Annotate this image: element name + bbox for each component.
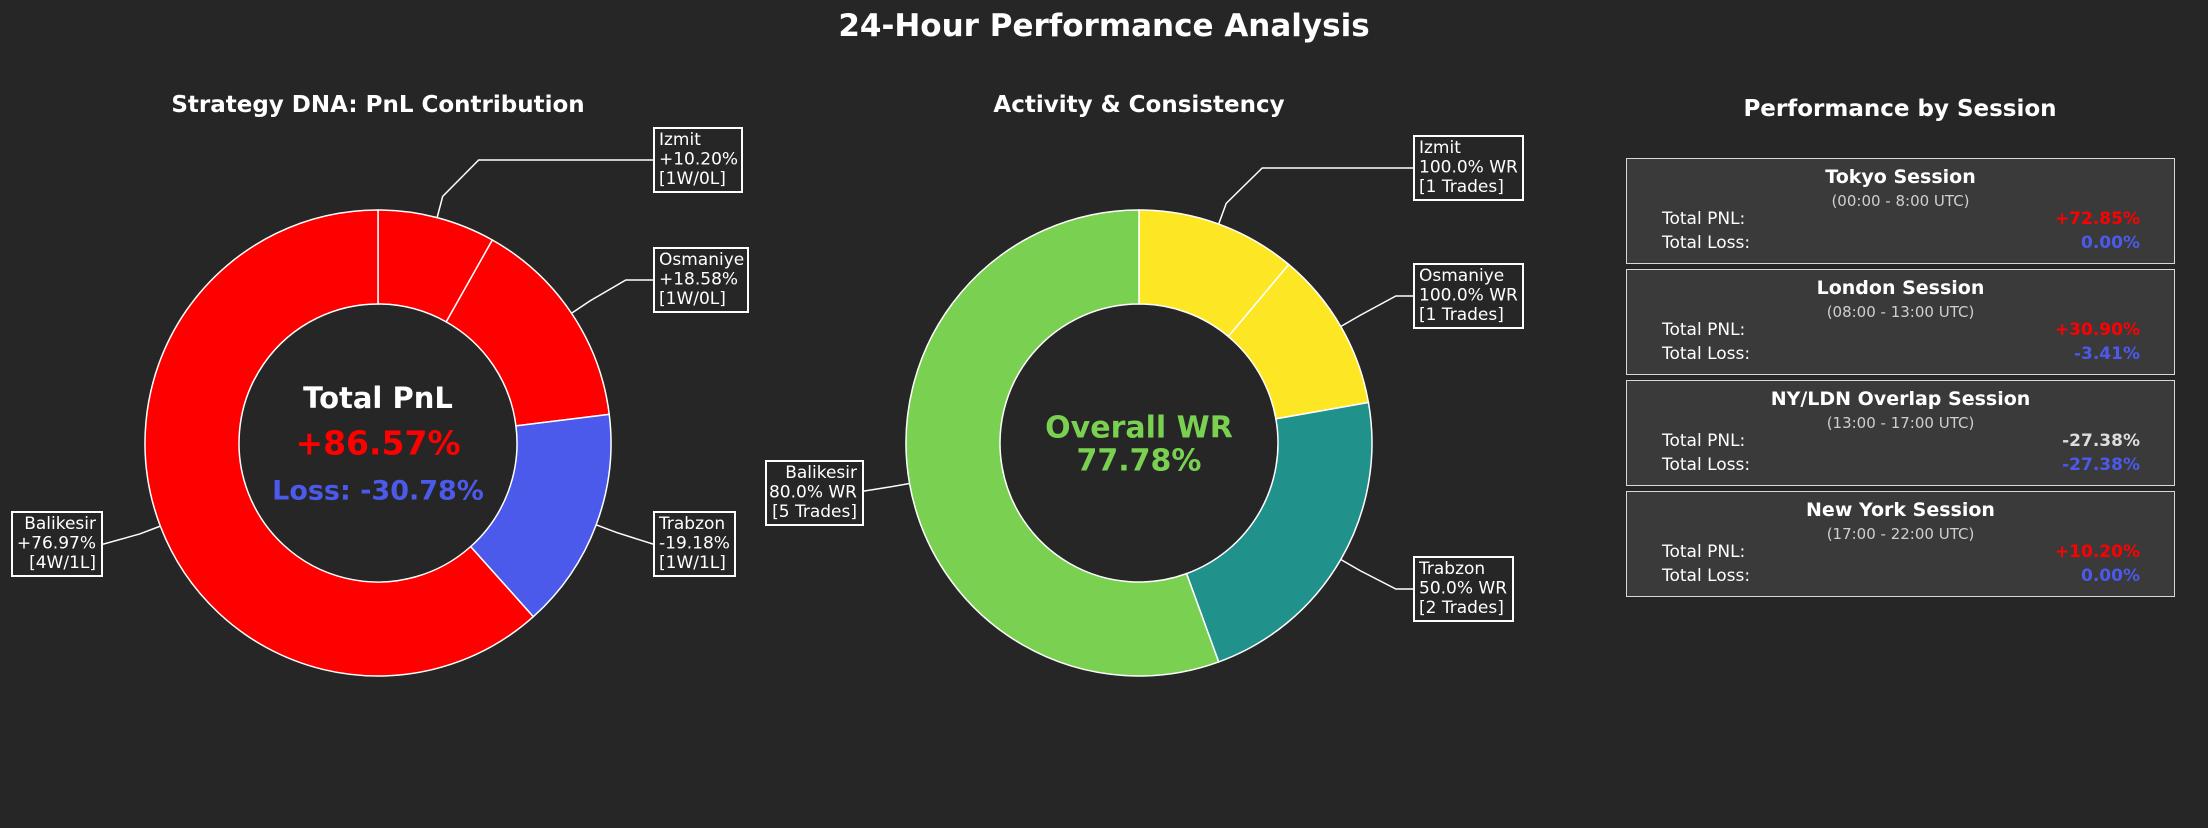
- sessions-panel: Tokyo Session (00:00 - 8:00 UTC) Total P…: [1626, 158, 2175, 602]
- leader-line-osmaniye: [571, 279, 654, 314]
- pnl-chart-title: Strategy DNA: PnL Contribution: [171, 92, 585, 118]
- label-box-izmit: [1413, 135, 1524, 201]
- session-card: NY/LDN Overlap Session (13:00 - 17:00 UT…: [1626, 380, 2175, 486]
- pnl-label: Total PNL:: [1662, 431, 1746, 451]
- leader-line-balikesir: [102, 525, 161, 545]
- page-title: 24-Hour Performance Analysis: [838, 8, 1370, 44]
- slice-balikesir: [144, 209, 535, 677]
- pnl-value: +72.85%: [2054, 209, 2140, 229]
- session-hours: (08:00 - 13:00 UTC): [1826, 303, 1975, 321]
- slice-label-line: Balikesir: [785, 463, 857, 483]
- pnl-value: -27.38%: [2062, 431, 2140, 451]
- slice-label-line: Balikesir: [24, 514, 96, 534]
- leader-line-trabzon: [595, 524, 654, 545]
- loss-value: -27.38%: [2062, 455, 2140, 475]
- label-box-osmaniye: [653, 247, 749, 313]
- slice-label-line: +10.20%: [659, 150, 738, 170]
- slice-label-line: Osmaniye: [1419, 266, 1504, 286]
- slice-label-line: Osmaniye: [659, 250, 744, 270]
- session-card: Tokyo Session (00:00 - 8:00 UTC) Total P…: [1626, 158, 2175, 264]
- session-hours: (13:00 - 17:00 UTC): [1826, 414, 1975, 432]
- slice-trabzon: [1185, 401, 1373, 663]
- slice-label-line: [1 Trades]: [1419, 305, 1504, 325]
- session-card: New York Session (17:00 - 22:00 UTC) Tot…: [1626, 491, 2175, 597]
- loss-value: 0.00%: [2081, 233, 2140, 253]
- center-value: 77.78%: [1077, 444, 1202, 479]
- slice-balikesir: [905, 209, 1220, 677]
- slice-label-line: Trabzon: [1418, 559, 1485, 579]
- center-heading: Total PnL: [303, 381, 453, 415]
- loss-label: Total Loss:: [1662, 455, 1751, 475]
- session-name: London Session: [1816, 277, 1985, 299]
- label-box-osmaniye: [1413, 263, 1524, 329]
- session-name: New York Session: [1806, 499, 1995, 521]
- leader-line-osmaniye: [1340, 295, 1414, 328]
- slice-label-line: [5 Trades]: [772, 502, 857, 522]
- leader-line-izmit: [1217, 167, 1414, 225]
- slice-label-line: Izmit: [659, 130, 701, 150]
- pnl-donut-chart: Izmit+10.20%[1W/0L]Osmaniye+18.58%[1W/0L…: [11, 127, 749, 677]
- slice-label-line: 100.0% WR: [1419, 286, 1518, 306]
- label-box-trabzon: [653, 511, 736, 577]
- label-box-balikesir: [11, 511, 103, 577]
- slice-label-line: +18.58%: [659, 270, 738, 290]
- loss-value: 0.00%: [2081, 566, 2140, 586]
- slice-label-line: [1W/0L]: [659, 169, 726, 189]
- pnl-label: Total PNL:: [1662, 542, 1746, 562]
- sessions-panel-title: Performance by Session: [1743, 96, 2057, 122]
- session-name: NY/LDN Overlap Session: [1770, 388, 2031, 410]
- pnl-value: +30.90%: [2054, 320, 2140, 340]
- leader-line-izmit: [436, 159, 654, 218]
- slice-label-line: [4W/1L]: [29, 553, 96, 573]
- wr-chart-title: Activity & Consistency: [993, 92, 1285, 118]
- pnl-label: Total PNL:: [1662, 320, 1746, 340]
- slice-label-line: 80.0% WR: [769, 483, 857, 503]
- session-name: Tokyo Session: [1825, 166, 1976, 188]
- slice-label-line: -19.18%: [659, 534, 730, 554]
- center-heading: Overall WR: [1045, 411, 1233, 446]
- loss-label: Total Loss:: [1662, 566, 1751, 586]
- slice-label-line: 100.0% WR: [1419, 158, 1518, 178]
- slice-label-line: 50.0% WR: [1419, 579, 1507, 599]
- slice-label-line: [2 Trades]: [1419, 598, 1504, 618]
- loss-label: Total Loss:: [1662, 233, 1751, 253]
- label-box-balikesir: [765, 460, 864, 526]
- slice-label-line: [1 Trades]: [1419, 177, 1504, 197]
- loss-value: -3.41%: [2073, 344, 2140, 364]
- session-card: London Session (08:00 - 13:00 UTC) Total…: [1626, 269, 2175, 375]
- center-value: +86.57%: [295, 424, 460, 463]
- slice-label-line: Trabzon: [658, 514, 725, 534]
- slice-label-line: +76.97%: [17, 534, 96, 554]
- label-box-trabzon: [1413, 556, 1514, 622]
- session-hours: (00:00 - 8:00 UTC): [1831, 192, 1970, 210]
- loss-label: Total Loss:: [1662, 344, 1751, 364]
- pnl-value: +10.20%: [2054, 542, 2140, 562]
- label-box-izmit: [653, 127, 743, 193]
- leader-line-trabzon: [1340, 558, 1414, 590]
- slice-label-line: Izmit: [1419, 138, 1461, 158]
- slice-label-line: [1W/0L]: [659, 289, 726, 309]
- center-loss: Loss: -30.78%: [272, 475, 484, 506]
- slice-label-line: [1W/1L]: [659, 553, 726, 573]
- session-hours: (17:00 - 22:00 UTC): [1826, 525, 1975, 543]
- pnl-label: Total PNL:: [1662, 209, 1746, 229]
